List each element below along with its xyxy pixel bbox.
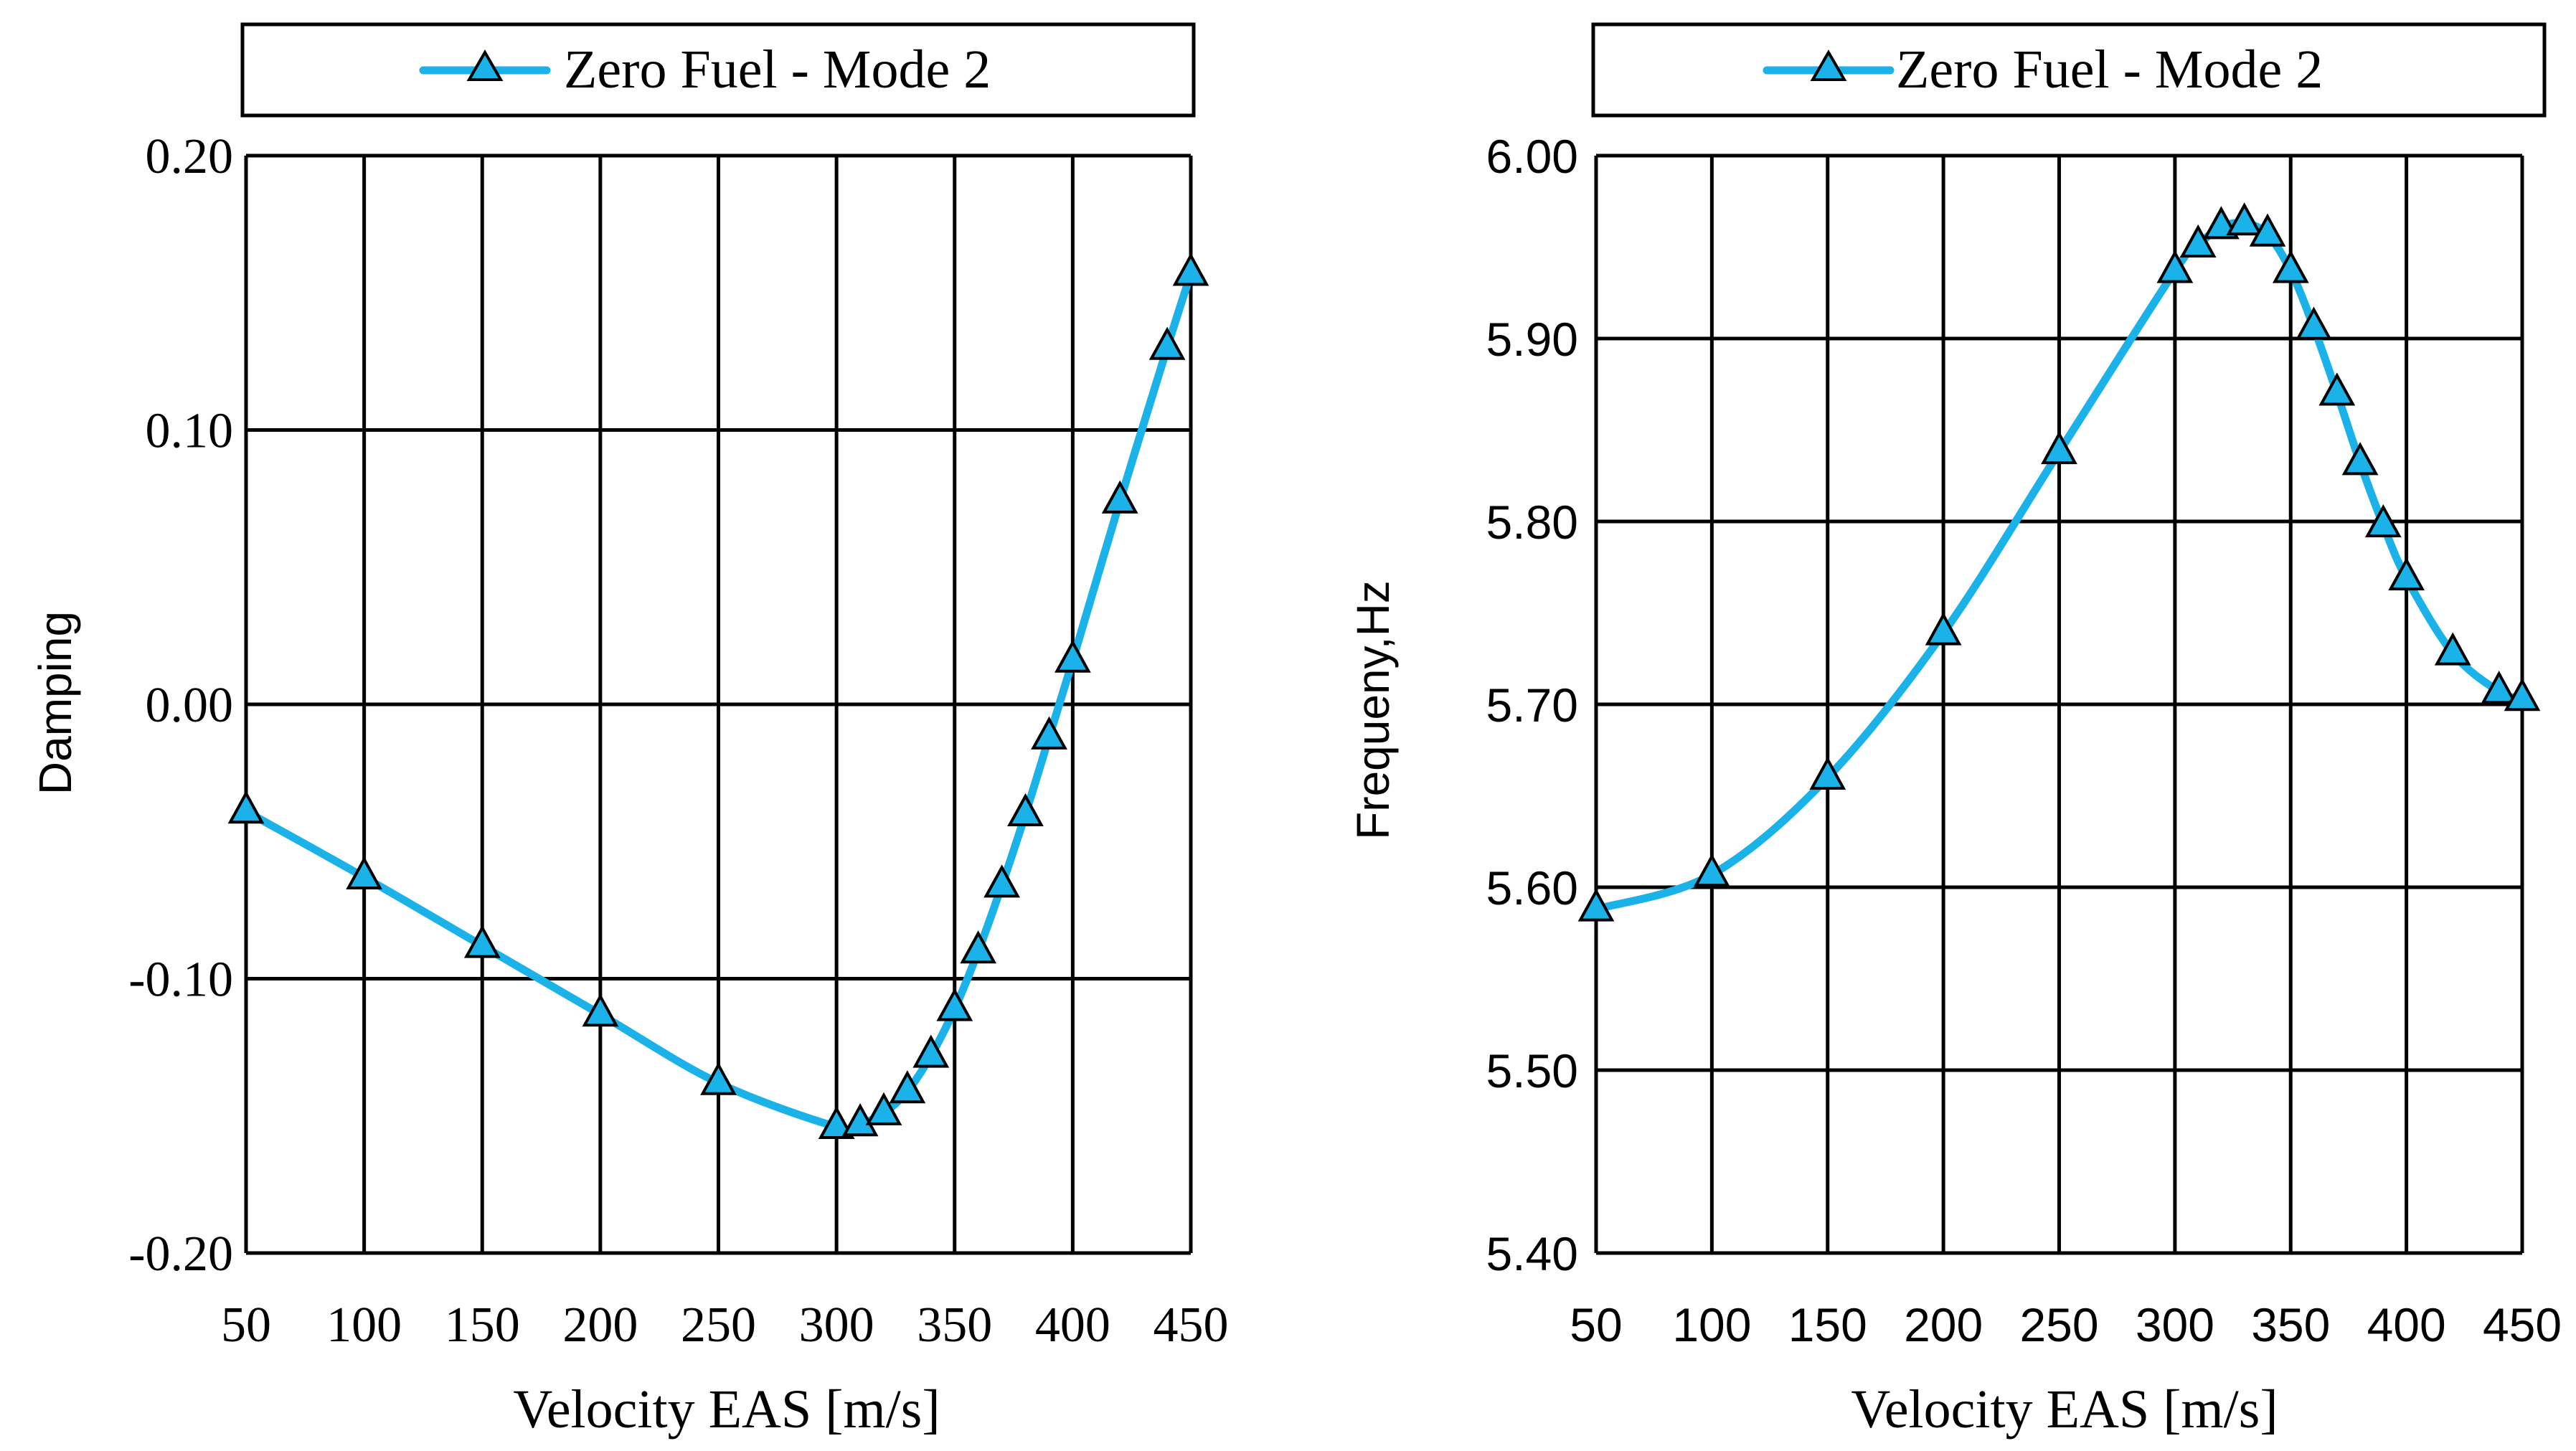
damping-data-point-triangle — [1055, 639, 1091, 673]
damping-x-tick-label: 50 — [221, 1298, 271, 1353]
damping-data-point-triangle — [582, 993, 619, 1027]
frequency-legend-label: Zero Fuel - Mode 2 — [1896, 39, 2323, 100]
damping-legend: Zero Fuel - Mode 2 — [240, 22, 1196, 118]
frequency-data-point-triangle — [1809, 756, 1846, 790]
damping-x-tick-label: 150 — [445, 1298, 520, 1353]
frequency-data-point-triangle — [2341, 442, 2379, 476]
damping-data-point-triangle — [346, 856, 382, 889]
frequency-data-point-triangle — [2481, 671, 2518, 704]
damping-data-point-triangle — [841, 1103, 879, 1137]
damping-legend-box — [240, 22, 1196, 118]
frequency-y-tick-label: 5.70 — [1486, 679, 1578, 732]
damping-y-tick-label: 0.10 — [146, 404, 234, 459]
frequency-y-tick-label: 5.90 — [1486, 313, 1578, 366]
damping-data-point-triangle — [936, 988, 973, 1021]
damping-data-point-triangle — [889, 1070, 926, 1104]
damping-y-tick-label: 0.20 — [146, 129, 234, 184]
damping-grid — [244, 153, 1193, 1255]
frequency-x-tick-label: 450 — [2483, 1298, 2562, 1351]
damping-data-point-triangle — [227, 790, 265, 824]
frequency-legend-box — [1591, 22, 2547, 118]
damping-data-point-triangle — [1101, 480, 1138, 514]
damping-x-tick-labels: 50 100 150 200 250 300 350 400 450 — [221, 1298, 1229, 1353]
damping-data-point-triangle — [463, 925, 501, 958]
damping-x-axis-title: Velocity EAS [m/s] — [513, 1379, 940, 1440]
frequency-y-tick-label: 6.00 — [1486, 130, 1578, 183]
frequency-x-tick-label: 300 — [2136, 1298, 2214, 1351]
damping-y-tick-label: 0.00 — [146, 678, 234, 733]
frequency-data-point-triangle — [2504, 678, 2541, 712]
frequency-data-point-triangle — [1925, 612, 1962, 646]
frequency-x-tick-label: 400 — [2367, 1298, 2446, 1351]
frequency-data-point-triangle — [2318, 372, 2356, 406]
frequency-y-tick-label: 5.50 — [1486, 1044, 1578, 1097]
damping-data-point-triangle — [818, 1105, 855, 1139]
frequency-data-point-triangle — [1694, 854, 1730, 887]
frequency-data-point-triangle — [2041, 430, 2077, 465]
frequency-legend: Zero Fuel - Mode 2 — [1591, 22, 2547, 118]
frequency-x-tick-label: 200 — [1904, 1298, 1983, 1351]
damping-x-tick-label: 400 — [1035, 1298, 1110, 1353]
damping-data-point-triangle — [1031, 716, 1067, 750]
damping-data-point-triangle — [912, 1034, 950, 1068]
frequency-data-point-triangle — [2434, 632, 2471, 666]
frequency-legend-triangle-icon — [1810, 49, 1847, 81]
frequency-data-point-triangle — [1577, 888, 1615, 922]
frequency-data-point-triangle — [2296, 306, 2332, 340]
damping-data-point-triangle — [865, 1092, 902, 1125]
frequency-x-tick-label: 250 — [2019, 1298, 2098, 1351]
frequency-x-tick-label: 350 — [2251, 1298, 2330, 1351]
damping-legend-label: Zero Fuel - Mode 2 — [564, 39, 991, 100]
damping-x-tick-label: 100 — [326, 1298, 402, 1353]
frequency-y-tick-label: 5.60 — [1486, 861, 1578, 914]
frequency-series-markers — [1577, 202, 2541, 922]
frequency-grid — [1594, 153, 2524, 1255]
frequency-data-point-triangle — [2272, 250, 2309, 283]
frequency-data-point-triangle — [2388, 557, 2425, 591]
damping-data-point-triangle — [1007, 793, 1044, 826]
frequency-data-point-triangle — [2364, 504, 2402, 538]
damping-legend-triangle-icon — [466, 49, 504, 81]
damping-x-tick-label: 200 — [562, 1298, 638, 1353]
damping-data-point-triangle — [960, 930, 997, 964]
frequency-y-axis-title: Frequeny,Hz — [1347, 580, 1399, 840]
damping-data-point-triangle — [983, 864, 1020, 898]
damping-y-tick-label: -0.20 — [128, 1227, 233, 1282]
damping-chart: 0.20 0.10 0.00 -0.10 -0.20 50 100 150 200 250 300… — [29, 22, 1229, 1440]
frequency-x-tick-label: 100 — [1672, 1298, 1751, 1351]
frequency-data-point-triangle — [2249, 213, 2286, 247]
damping-data-point-triangle — [1148, 326, 1186, 360]
damping-x-tick-label: 300 — [799, 1298, 874, 1353]
damping-y-tick-labels: 0.20 0.10 0.00 -0.10 -0.20 — [128, 129, 233, 1282]
damping-y-tick-label: -0.10 — [128, 953, 233, 1008]
frequency-y-tick-label: 5.80 — [1486, 496, 1578, 549]
frequency-x-tick-labels: 50 100 150 200 250 300 350 400 450 — [1570, 1298, 2562, 1351]
damping-data-point-triangle — [1172, 252, 1209, 286]
frequency-data-point-triangle — [2226, 202, 2263, 236]
frequency-data-point-triangle — [2156, 250, 2194, 283]
frequency-chart: 6.00 5.90 5.80 5.70 5.60 5.50 5.40 50 100 150 200… — [1347, 22, 2562, 1440]
frequency-data-point-triangle — [2179, 224, 2217, 257]
frequency-y-tick-labels: 6.00 5.90 5.80 5.70 5.60 5.50 5.40 — [1486, 130, 1578, 1280]
damping-x-tick-label: 450 — [1153, 1298, 1229, 1353]
frequency-y-tick-label: 5.40 — [1486, 1227, 1578, 1280]
frequency-x-tick-label: 150 — [1788, 1298, 1867, 1351]
damping-data-point-triangle — [700, 1062, 737, 1095]
damping-y-axis-title: Damping — [29, 611, 81, 795]
damping-x-tick-label: 250 — [681, 1298, 756, 1353]
damping-series-markers — [227, 252, 1209, 1139]
damping-x-tick-label: 350 — [917, 1298, 992, 1353]
frequency-x-tick-label: 50 — [1570, 1298, 1622, 1351]
frequency-x-axis-title: Velocity EAS [m/s] — [1851, 1379, 2278, 1440]
